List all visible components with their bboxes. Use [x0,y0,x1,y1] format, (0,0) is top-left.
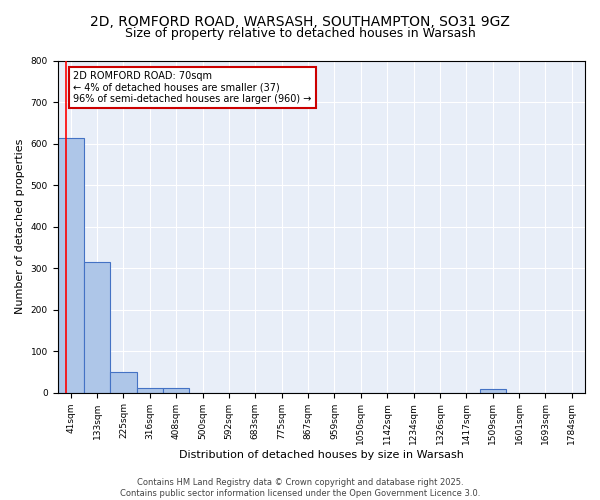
Bar [58,138,84,392]
X-axis label: Distribution of detached houses by size in Warsash: Distribution of detached houses by size … [179,450,464,460]
Text: 2D ROMFORD ROAD: 70sqm
← 4% of detached houses are smaller (37)
96% of semi-deta: 2D ROMFORD ROAD: 70sqm ← 4% of detached … [73,71,312,104]
Y-axis label: Number of detached properties: Number of detached properties [15,139,25,314]
Bar [137,388,163,392]
Bar [84,262,110,392]
Bar [479,390,506,392]
Text: Contains HM Land Registry data © Crown copyright and database right 2025.
Contai: Contains HM Land Registry data © Crown c… [120,478,480,498]
Bar [163,388,190,392]
Text: 2D, ROMFORD ROAD, WARSASH, SOUTHAMPTON, SO31 9GZ: 2D, ROMFORD ROAD, WARSASH, SOUTHAMPTON, … [90,15,510,29]
Bar [110,372,137,392]
Text: Size of property relative to detached houses in Warsash: Size of property relative to detached ho… [125,28,475,40]
